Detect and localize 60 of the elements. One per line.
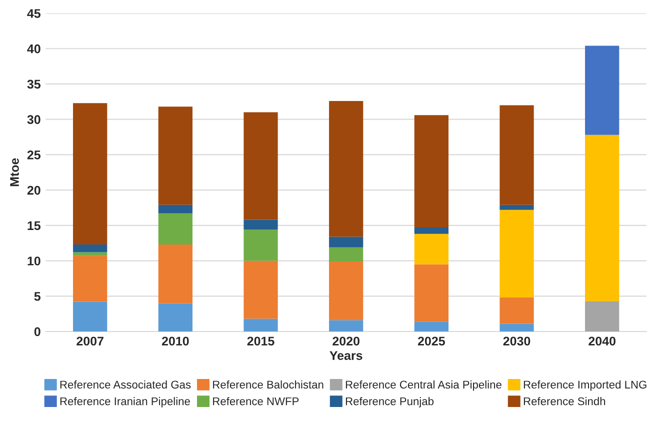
legend-label: Reference Punjab bbox=[346, 397, 434, 408]
bar bbox=[414, 264, 448, 322]
bar bbox=[73, 244, 108, 252]
bar bbox=[158, 106, 192, 205]
bar bbox=[500, 210, 534, 298]
bar bbox=[158, 303, 192, 332]
bar bbox=[585, 134, 620, 302]
bar bbox=[73, 103, 108, 245]
y-tick-label: 0 bbox=[34, 327, 40, 336]
legend-label: Reference NWFP bbox=[213, 397, 299, 406]
bar bbox=[158, 204, 192, 214]
y-tick-label: 15 bbox=[28, 221, 40, 230]
y-tick-label: 20 bbox=[27, 186, 40, 195]
x-axis-title: Years bbox=[330, 351, 362, 360]
bar bbox=[500, 324, 534, 332]
bar bbox=[73, 256, 108, 302]
bar bbox=[73, 252, 108, 256]
legend-label: Reference Iranian Pipeline bbox=[60, 397, 190, 408]
x-tick-label: 2010 bbox=[162, 336, 189, 346]
bar bbox=[500, 105, 534, 205]
bar bbox=[414, 234, 448, 264]
y-tick-label: 30 bbox=[27, 115, 40, 124]
bar bbox=[329, 236, 364, 248]
bar bbox=[414, 228, 448, 234]
bar bbox=[244, 112, 278, 220]
y-tick-label: 35 bbox=[27, 80, 40, 89]
legend-label: Reference Sindh bbox=[524, 397, 606, 406]
legend-label: Reference Balochistan bbox=[213, 380, 324, 389]
bar bbox=[414, 115, 448, 228]
legend-label: Reference Imported LNG bbox=[524, 380, 646, 391]
legend-label: Reference Central Asia Pipeline bbox=[346, 380, 502, 391]
y-axis-title: Mtoe bbox=[10, 158, 19, 186]
x-tick-label: 2007 bbox=[76, 336, 104, 346]
bar bbox=[158, 244, 192, 304]
y-tick-label: 5 bbox=[34, 292, 40, 301]
bar bbox=[73, 302, 108, 332]
bar bbox=[244, 230, 278, 261]
y-tick-label: 45 bbox=[27, 9, 40, 18]
legend-label: Reference Associated Gas bbox=[60, 380, 191, 389]
bar bbox=[329, 247, 364, 262]
x-tick-label: 2025 bbox=[418, 336, 445, 346]
bar bbox=[329, 100, 364, 237]
bar bbox=[158, 213, 192, 245]
bar bbox=[500, 298, 534, 324]
x-tick-label: 2020 bbox=[332, 336, 360, 346]
bar bbox=[244, 318, 278, 332]
y-tick-label: 40 bbox=[27, 44, 40, 54]
bar bbox=[585, 301, 620, 332]
bar bbox=[329, 261, 364, 320]
bar bbox=[329, 320, 364, 332]
bar bbox=[414, 322, 448, 332]
bar bbox=[244, 220, 278, 230]
y-tick-label: 10 bbox=[28, 256, 40, 266]
y-tick-label: 25 bbox=[27, 150, 40, 160]
x-tick-label: 2015 bbox=[247, 336, 274, 346]
bar bbox=[585, 46, 620, 135]
x-tick-label: 2040 bbox=[588, 336, 616, 346]
bar bbox=[244, 260, 278, 319]
x-tick-label: 2030 bbox=[503, 336, 530, 346]
bar bbox=[500, 204, 534, 210]
